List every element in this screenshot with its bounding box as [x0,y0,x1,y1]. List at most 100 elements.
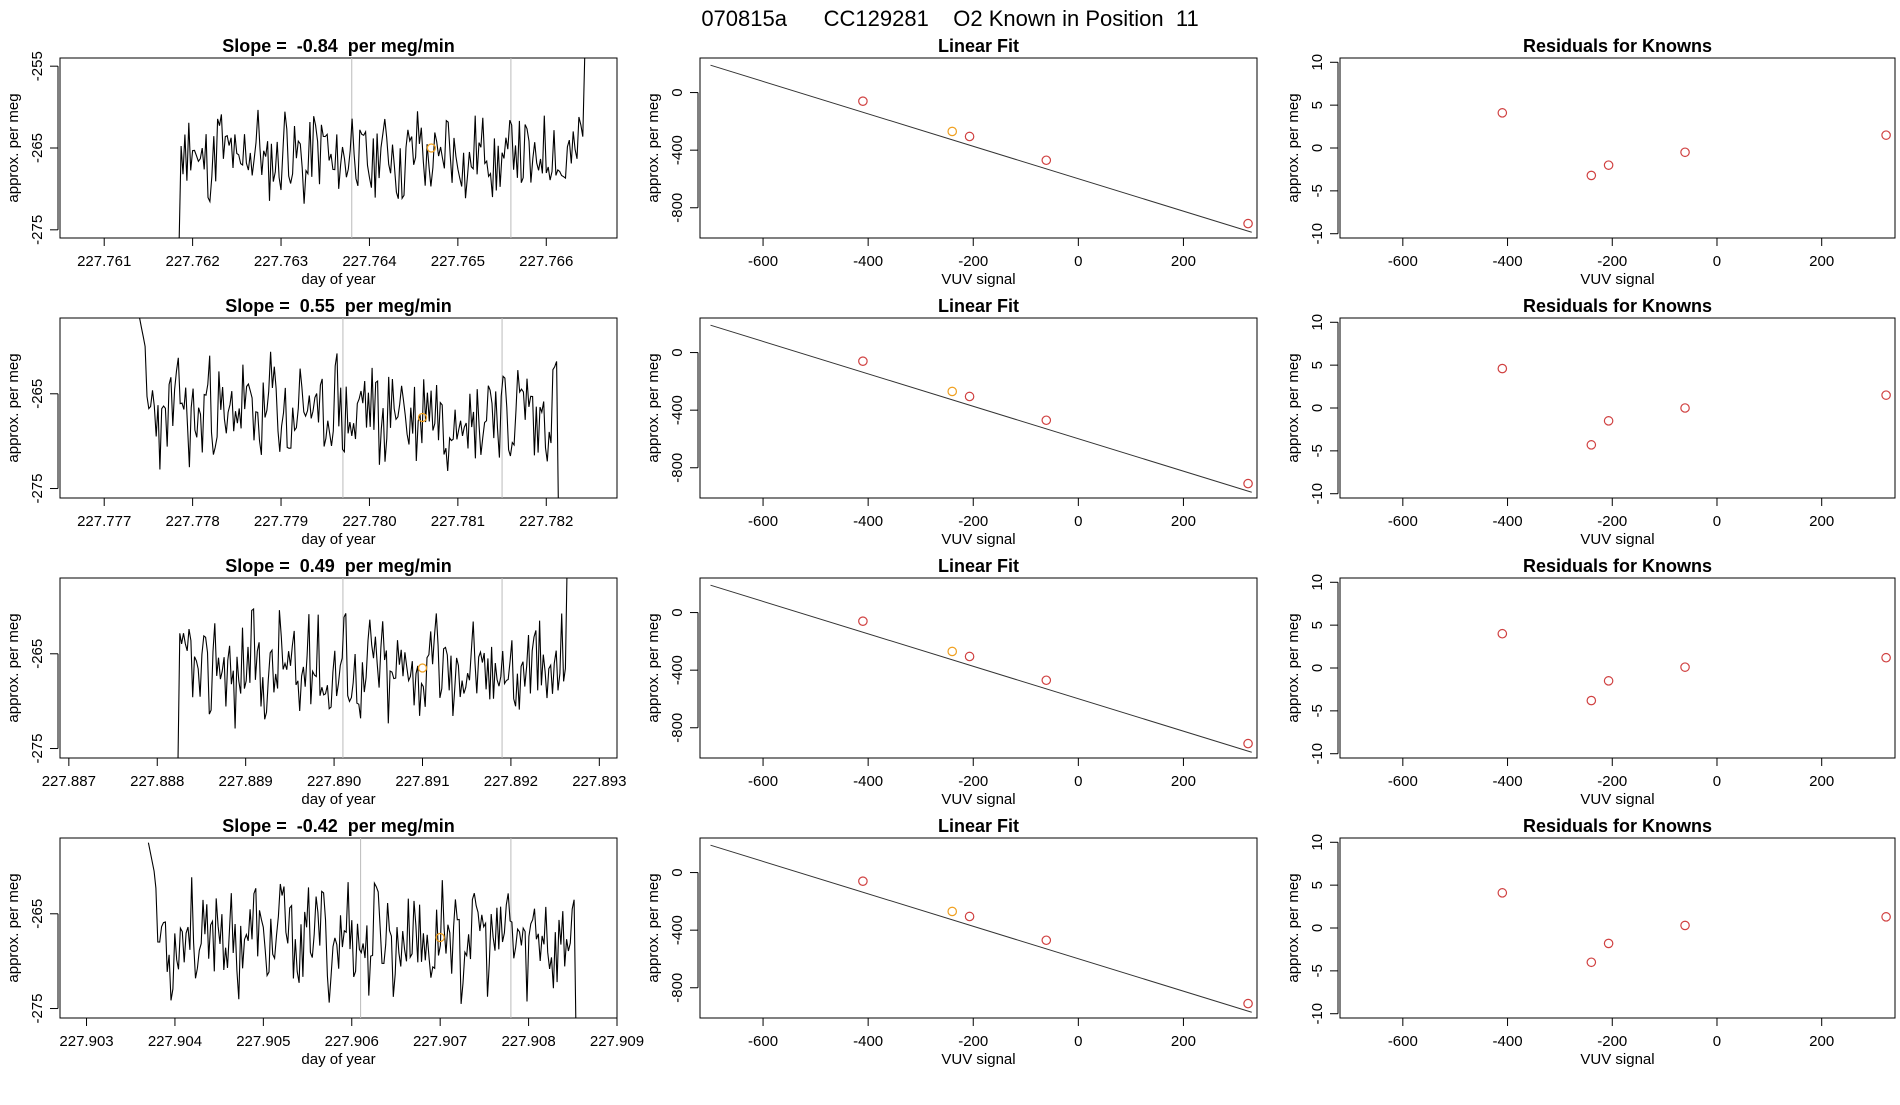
fit-line [710,64,1252,233]
y-tick-label: -5 [1309,704,1326,717]
data-point [1603,676,1614,686]
x-tick-label: -200 [958,253,988,270]
x-tick-label: 200 [1809,253,1834,270]
x-axis-label: VUV signal [941,791,1015,808]
data-point [1680,662,1690,672]
data-point [858,616,868,626]
data-point [1586,170,1597,181]
y-tick-label: 10 [1309,314,1326,331]
data-point [1881,912,1891,922]
panel-title: Residuals for Knowns [1523,296,1712,316]
data-point [1041,415,1052,426]
y-tick-label: 0 [1309,144,1326,152]
x-tick-label: -600 [1388,513,1418,530]
x-tick-label: 227.764 [342,253,396,270]
x-tick-label: 227.779 [254,513,308,530]
x-tick-label: -200 [1597,513,1627,530]
x-axis-label: day of year [301,1051,375,1068]
data-trace [147,842,577,1018]
panel-title: Slope = 0.49 per meg/min [225,556,452,576]
panel-1-2: Linear Fit -600 -400 -200 0 200 VUV signal 0 -40… [645,36,1258,288]
panel-title: Linear Fit [938,296,1019,316]
highlight-point [417,412,428,423]
x-tick-label: 200 [1809,1033,1834,1050]
panel-title: Linear Fit [938,556,1019,576]
highlight-point [435,932,445,943]
y-tick-label: 5 [1309,361,1326,369]
data-point [858,356,868,366]
plot-area [710,844,1253,1013]
data-point [947,126,958,137]
x-tick-label: -200 [1597,253,1627,270]
x-tick-label: -400 [853,773,883,790]
y-tick-label: -5 [1309,444,1326,457]
data-point [1243,218,1253,229]
plot-frame [59,577,618,759]
y-tick-label: 10 [1309,54,1326,71]
x-tick-label: -400 [1493,253,1523,270]
x-tick-label: 227.782 [519,513,573,530]
panel-title: Slope = -0.42 per meg/min [222,816,455,836]
plot-area [177,578,568,758]
x-tick-label: 227.890 [307,773,361,790]
y-tick-label: -275 [29,734,46,764]
data-point [1497,363,1508,374]
panel-3-2: Linear Fit -600 -400 -200 0 200 VUV signal 0 -40… [645,556,1258,808]
y-tick-label: -10 [1309,743,1326,765]
panel-2-3: Residuals for Knowns -600 -400 -200 0 200 VUV … [1285,296,1896,548]
x-tick-label: -600 [748,513,778,530]
y-tick-label: -10 [1309,483,1326,505]
x-tick-label: 227.907 [413,1033,467,1050]
plot-area [1497,888,1891,968]
plot-frame [59,837,618,1019]
x-tick-label: 200 [1171,773,1196,790]
data-point [947,646,958,657]
plot-area [1497,363,1891,450]
plot-area [1497,108,1891,181]
x-tick-label: 227.905 [236,1033,290,1050]
y-tick-label: -800 [669,713,686,743]
x-tick-label: -200 [1597,773,1627,790]
y-tick-label: -275 [29,215,46,245]
data-point [1881,130,1891,140]
x-tick-label: 0 [1713,1033,1721,1050]
x-axis-label: VUV signal [1580,271,1654,288]
panel-3-1: Slope = 0.49 per meg/min 227.887 227.888 22… [5,556,626,808]
data-point [964,131,975,142]
x-tick-label: -400 [1493,513,1523,530]
x-tick-label: 200 [1171,253,1196,270]
x-tick-label: -600 [1388,773,1418,790]
data-point [964,651,975,662]
y-tick-label: -400 [669,395,686,425]
y-axis-label: approx. per meg [645,353,662,462]
x-axis-label: day of year [301,271,375,288]
x-axis-label: VUV signal [1580,791,1654,808]
data-trace [177,578,568,758]
data-point [1497,108,1508,118]
data-point [1041,935,1052,946]
x-tick-label: 227.893 [572,773,626,790]
y-axis-label: approx. per meg [645,873,662,982]
x-tick-label: -600 [1388,253,1418,270]
y-tick-label: -5 [1309,964,1326,977]
panel-title: Residuals for Knowns [1523,36,1712,56]
plot-area [60,58,591,238]
panel-title: Residuals for Knowns [1523,556,1712,576]
x-tick-label: 200 [1809,773,1834,790]
x-tick-label: 227.908 [501,1033,555,1050]
x-tick-label: 227.777 [77,513,131,530]
highlight-point [417,663,428,673]
x-tick-label: 227.762 [166,253,220,270]
data-point [1603,938,1614,949]
data-point [858,876,868,886]
panel-4-1: Slope = -0.42 per meg/min 227.903 227.904 2… [5,816,644,1068]
y-tick-label: 10 [1309,574,1326,591]
x-tick-label: 200 [1171,1033,1196,1050]
data-point [964,391,975,402]
y-axis-label: approx. per meg [5,613,22,722]
x-tick-label: 227.903 [59,1033,113,1050]
x-tick-label: 200 [1171,513,1196,530]
x-tick-label: 0 [1074,513,1082,530]
data-point [1680,147,1690,158]
data-point [1041,675,1052,686]
